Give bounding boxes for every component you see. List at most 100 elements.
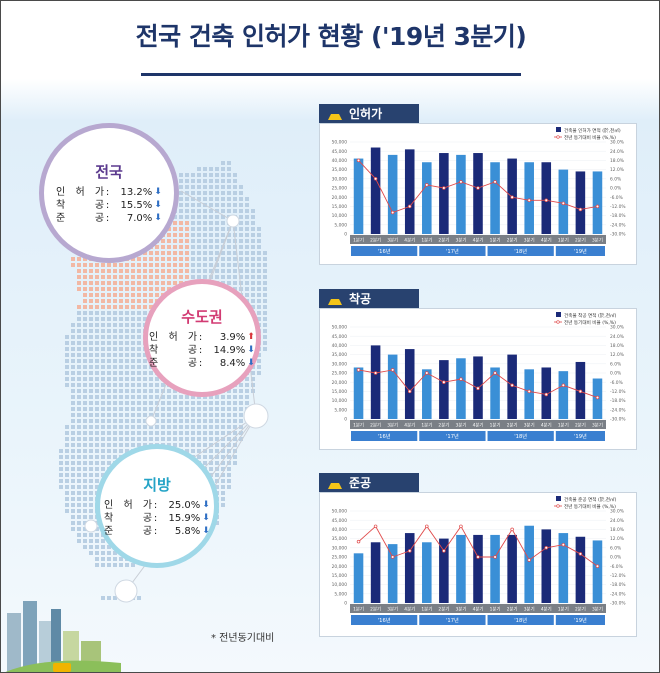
y2-tick-label: 6.0% [610, 545, 621, 551]
yoy-point [390, 368, 395, 372]
connector-nodes [84, 214, 269, 603]
stat-label: 착 공 [149, 345, 198, 356]
y2-tick-label: 18.0% [610, 158, 624, 164]
stat-label: 인 허 가 [104, 500, 153, 511]
x-tick-label: 4분기 [404, 422, 415, 429]
bar [473, 153, 483, 234]
chart-legend: 건축물 준공 면적 (於,천㎡)전년 동기대비 비율 (%,%) [554, 496, 617, 510]
x-tick-label: 4분기 [404, 606, 415, 613]
y2-tick-label: -6.0% [610, 195, 623, 201]
yoy-point [356, 368, 361, 372]
y-tick-label: 25,000 [332, 555, 348, 561]
x-tick-label: 1분기 [421, 422, 432, 429]
yoy-point [425, 371, 429, 375]
x-tick-label: 3분기 [387, 606, 398, 613]
y2-tick-label: -24.0% [610, 222, 626, 228]
y-tick-label: 5,000 [334, 222, 347, 228]
bar [422, 162, 432, 234]
y-tick-label: 10,000 [332, 582, 348, 588]
arrow-down-icon: ⬇ [247, 358, 255, 368]
bar [422, 542, 432, 603]
panel-title-starts: 착공 [349, 292, 372, 306]
y2-tick-label: -18.0% [610, 398, 626, 404]
yoy-point [493, 180, 497, 184]
region-stat-row: 착 공:15.9% ⬇ [104, 513, 210, 524]
region-name: 전국 [95, 163, 123, 181]
y-tick-label: 15,000 [332, 389, 348, 395]
chart-panel-starts: 건축물 착공 면적 (於,천㎡) 전년 동기대비 비율 (%,%) 50,000 45… [319, 308, 637, 450]
yoy-point [527, 389, 531, 394]
yoy-point [373, 524, 378, 529]
x-tick-label: 2분기 [370, 606, 381, 613]
chart-starts: 건축물 착공 면적 (於,천㎡)전년 동기대비 비율 (%,%) 50,000 45… [332, 312, 626, 441]
panel-title-permits: 인허가 [349, 107, 383, 121]
y-tick-label: 15,000 [332, 573, 348, 579]
x-tick-label: 1분기 [353, 237, 364, 244]
yoy-point [561, 383, 566, 388]
y-tick-label: 30,000 [332, 545, 348, 551]
yoy-point [493, 371, 497, 375]
x-tick-label: 1분기 [353, 422, 364, 429]
bar [473, 534, 483, 603]
y-tick-label: 30,000 [332, 176, 348, 182]
bar [524, 162, 534, 234]
bar [575, 536, 586, 603]
year-label: '17년 [446, 432, 459, 440]
stat-value: 13.2% [120, 187, 153, 198]
x-tick-label: 4분기 [541, 422, 552, 429]
page-title: 전국 건축 인허가 현황 ('19년 3분기) [135, 22, 527, 51]
region-stat-row: 인 허 가:3.9% ⬆ [149, 332, 255, 343]
y-tick-label: 45,000 [332, 149, 348, 155]
year-label: '16년 [378, 616, 391, 624]
year-label: '19년 [574, 432, 587, 440]
legend-bar-label: 건축물 준공 면적 (於,천㎡) [564, 496, 617, 503]
region-bubble-provincial: 지방 인 허 가:25.0% ⬇ 착 공:15.9% ⬇ 준 공:5.8% ⬇ [95, 444, 219, 568]
region-name: 수도권 [181, 308, 223, 326]
stat-value: 8.4% [219, 358, 246, 369]
legend-line-label: 전년 동기대비 비율 (%,%) [564, 503, 616, 510]
bar [370, 147, 381, 234]
chart-legend: 건축물 착공 면적 (於,천㎡)전년 동기대비 비율 (%,%) [554, 312, 617, 326]
bar [490, 162, 500, 234]
yoy-point [425, 183, 429, 187]
stat-value: 25.0% [168, 500, 201, 511]
y2-tick-label: 30.0% [610, 325, 624, 331]
bar [558, 533, 569, 603]
yoy-point [390, 555, 395, 559]
stat-value: 15.9% [168, 513, 201, 524]
yoy-point [476, 555, 480, 559]
tab-starts: 착공 [319, 289, 419, 309]
x-tick-label: 1분기 [558, 422, 569, 429]
yoy-point [561, 542, 566, 547]
y2-tick-label: -24.0% [610, 407, 626, 413]
bar [404, 533, 415, 603]
y-tick-label: 20,000 [332, 564, 348, 570]
x-tick-label: 3분기 [592, 606, 603, 613]
year-band [555, 431, 605, 441]
bar [456, 534, 466, 603]
tab-permits: 인허가 [319, 104, 419, 124]
bar [404, 349, 415, 419]
y2-tick-label: 6.0% [610, 176, 621, 182]
bar [524, 369, 534, 419]
region-stat-row: 인 허 가:13.2% ⬇ [56, 187, 162, 198]
x-tick-label: 2분기 [370, 237, 381, 244]
x-tick-label: 3분기 [524, 422, 535, 429]
basket-icon [328, 293, 342, 305]
arrow-down-icon: ⬇ [202, 526, 210, 536]
yoy-point [510, 195, 514, 199]
y2-tick-label: -30.0% [610, 232, 626, 238]
year-band [419, 246, 486, 256]
stat-label: 착 공 [104, 513, 153, 524]
stat-label: 착 공 [56, 200, 105, 211]
y2-tick-label: 18.0% [610, 343, 624, 349]
bar [507, 534, 517, 603]
y2-tick-label: 24.0% [610, 149, 624, 155]
y2-tick-label: 12.0% [610, 536, 624, 542]
year-band [555, 246, 605, 256]
basket-icon [328, 477, 342, 489]
x-tick-label: 2분기 [507, 237, 518, 244]
legend-line-label: 전년 동기대비 비율 (%,%) [564, 319, 616, 326]
yoy-point [407, 549, 412, 553]
year-band [419, 431, 486, 441]
